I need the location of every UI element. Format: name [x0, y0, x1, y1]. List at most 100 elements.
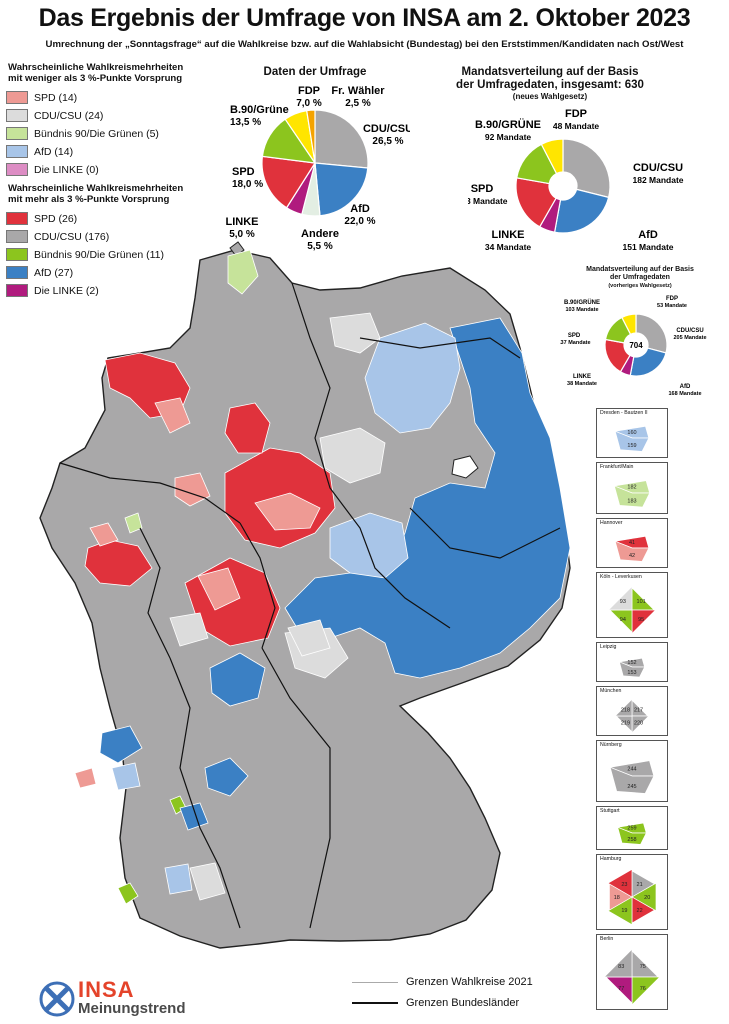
inset-district-number: 42: [629, 553, 635, 559]
inset-n-rnberg: Nürnberg 244 245: [596, 740, 668, 802]
legend-label: Die LINKE (0): [34, 163, 99, 176]
inset-map: 21 20 22 19 18 23: [607, 868, 657, 926]
inset-map: 182 183: [613, 480, 651, 508]
inset-district-number: 183: [627, 499, 636, 505]
pie-value-label: 34 Mandate: [485, 242, 532, 252]
inset-district-number: 18: [614, 895, 620, 901]
pie-value-label: 182 Mandate: [632, 175, 683, 185]
pie-party-label: B.90/GRÜNE: [564, 299, 600, 306]
legend-strong-heading: Wahrscheinliche Wahlkreismehrheiten mit …: [8, 183, 183, 205]
inset-district-number: 218: [621, 707, 630, 713]
pie-party-label: SPD: [568, 333, 581, 339]
legend-swatch: [6, 163, 28, 176]
inset-title: Hannover: [600, 520, 623, 526]
legend-label: Bündnis 90/Die Grünen (11): [34, 248, 164, 261]
inset-district-number: 20: [644, 895, 650, 901]
legend-swatch: [6, 109, 28, 122]
pie-party-label: CDU/CSU: [363, 123, 410, 135]
gruene-weak-region-kiel: [227, 249, 259, 295]
inset-title: Frankfurt/Main: [600, 464, 634, 470]
pie-party-label: LINKE: [492, 229, 525, 241]
legend-strong-heading-line2: mit mehr als 3 %-Punkte Vorsprung: [8, 194, 170, 205]
mandate-chart-title-line2: der Umfragedaten, insgesamt: 630: [456, 79, 644, 91]
afd-strong-region-neckar: [179, 802, 209, 831]
inset-district-number: 160: [627, 430, 636, 436]
inset-district-number: 41: [629, 540, 635, 546]
weak-legend-item: Bündnis 90/Die Grünen (5): [6, 126, 159, 141]
border-bw: [169, 657, 241, 929]
gruene-weak-region-muenster: [124, 512, 143, 534]
inset-leipzig: Leipzig 152 153: [596, 642, 668, 682]
inset-district-number: 259: [627, 825, 636, 831]
inset-title: Köln - Leverkusen: [600, 574, 642, 580]
pie-value-label: 123 Mandate: [468, 196, 508, 206]
mandate-chart-title-line3: (neues Wahlgesetz): [512, 92, 588, 101]
inset-title: Hamburg: [600, 856, 622, 862]
pie-slice-cdu-csu: [635, 313, 668, 354]
inset-title: Dresden - Bautzen II: [600, 410, 648, 416]
thin-line-swatch: [352, 981, 398, 983]
pie-value-label: 18,0 %: [232, 179, 263, 190]
old-law-chart-title-line1: Mandatsverteilung auf der Basis: [586, 266, 694, 273]
border-nrw-hessen: [139, 527, 171, 659]
inset-district-number: 22: [637, 908, 643, 914]
inset-district: [614, 698, 633, 717]
pie-slice-fdp: [540, 138, 564, 175]
legend-swatch: [6, 127, 28, 140]
legend-label: CDU/CSU (176): [34, 230, 110, 243]
pie-party-label: AfD: [350, 203, 370, 215]
afd-strong-region-east: [284, 317, 571, 679]
strong-legend-item: Die LINKE (2): [6, 283, 99, 298]
cdu-weak-region-black-forest: [189, 862, 226, 901]
legend-swatch: [6, 266, 28, 279]
legend-weak-heading: Wahrscheinliche Wahlkreismehrheiten mit …: [8, 62, 183, 84]
pie-value-label: 168 Mandate: [668, 391, 701, 397]
legend-label: CDU/CSU (24): [34, 109, 104, 122]
inset-hamburg: Hamburg 21 20 22 19 18 23: [596, 854, 668, 930]
pie-slice-afd: [553, 188, 610, 234]
insa-sub: Meinungstrend: [78, 1000, 186, 1017]
gruene-strong-region-freiburg: [117, 882, 139, 905]
legend-swatch: [6, 284, 28, 297]
mandate-chart-title: Mandatsverteilung auf der Basis der Umfr…: [440, 66, 660, 102]
afd-weak-region-saarland: [111, 762, 141, 791]
strong-legend-item: AfD (27): [6, 265, 73, 280]
weak-legend-item: AfD (14): [6, 144, 73, 159]
legend-label: AfD (14): [34, 145, 74, 158]
inset-dresden-bautzen-ii: Dresden - Bautzen II 160 159: [596, 408, 668, 458]
pie-value-label: 22,0 %: [344, 216, 375, 227]
legend-label: AfD (27): [34, 266, 74, 279]
inset-title: Nürnberg: [600, 742, 622, 748]
legend-label: Die LINKE (2): [34, 284, 99, 297]
strong-legend-item: Bündnis 90/Die Grünen (11): [6, 247, 164, 262]
pie-party-label: B.90/GRÜNE: [475, 118, 541, 131]
spd-regions: [84, 352, 336, 647]
inset-district-number: 217: [634, 707, 643, 713]
state-borders: [59, 282, 561, 929]
inset-district-number: 93: [620, 599, 626, 605]
insa-logo: INSA Meinungstrend: [38, 977, 218, 1020]
afd-weak-region-brandenburg: [364, 322, 461, 434]
inset-district-number: 77: [618, 986, 624, 992]
inset-stuttgart: Stuttgart 259 258: [596, 806, 668, 850]
legend-weak-heading-line1: Wahrscheinliche Wahlkreismehrheiten: [8, 62, 184, 73]
pie-slice-afd: [314, 162, 369, 217]
page-subtitle: Umrechnung der „Sonntagsfrage“ auf die W…: [45, 39, 684, 50]
weak-legend-item: SPD (14): [6, 90, 77, 105]
pie-party-label: Andere: [301, 228, 339, 240]
pie-party-label: AfD: [680, 384, 691, 390]
inset-hannover: Hannover 41 42: [596, 518, 668, 568]
inset-district-number: 19: [621, 908, 627, 914]
pie-value-label: 48 Mandate: [553, 121, 600, 131]
inset-district-number: 220: [634, 721, 643, 727]
spd-weak-region-westphalia: [174, 472, 211, 507]
pie-value-label: 26,5 %: [372, 136, 403, 147]
inset-title: Leipzig: [600, 644, 617, 650]
inset-title: Stuttgart: [600, 808, 620, 814]
thick-line-swatch: [352, 1002, 398, 1004]
inset-district-number: 159: [627, 443, 636, 449]
inset-k-ln-leverkusen: Köln - Leverkusen 101 95 94 93: [596, 572, 668, 638]
inset-district-number: 94: [620, 617, 626, 623]
border-sachsen: [409, 507, 561, 559]
